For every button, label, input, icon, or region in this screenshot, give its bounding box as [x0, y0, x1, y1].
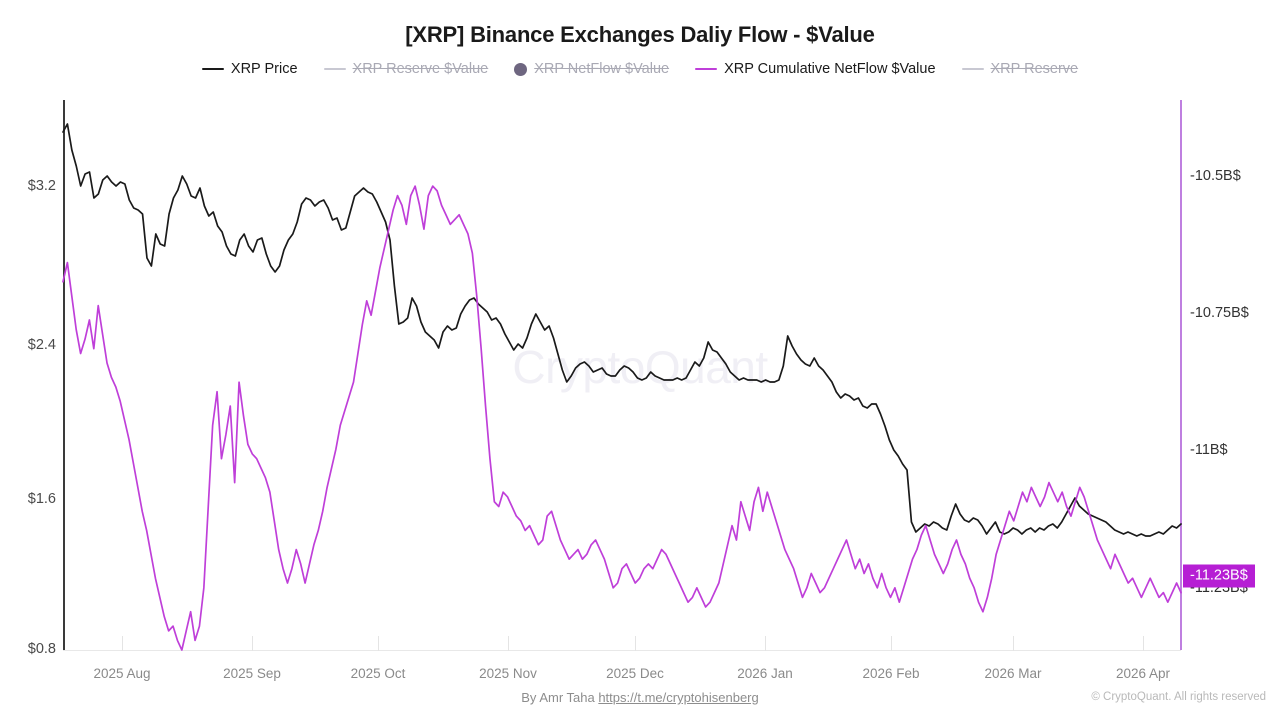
footer-author: By Amr Taha https://t.me/cryptohisenberg [0, 690, 1280, 705]
x-tick-label: 2026 Jan [737, 666, 793, 681]
legend-item-label: XRP Reserve [990, 61, 1079, 77]
series-line-1 [62, 185, 1182, 651]
current-value-badge: -11.23B$ [1183, 564, 1255, 588]
chart-legend: XRP Price XRP Reserve $Value XRP NetFlow $… [0, 61, 1280, 77]
x-gridline [252, 636, 253, 651]
y-right-tick-label: -11B$ [1190, 442, 1228, 458]
y-axis-right-line [1180, 100, 1183, 650]
y-axis-left-line [63, 100, 65, 650]
x-gridline [508, 636, 509, 651]
y-right-tick-label: -10.75B$ [1190, 305, 1249, 321]
legend-item-4[interactable]: XRP Reserve [961, 61, 1079, 77]
x-gridline [765, 636, 766, 651]
footer-author-text: By Amr Taha [521, 690, 599, 705]
x-gridline [378, 636, 379, 651]
y-right-tick-label: -10.5B$ [1190, 168, 1241, 184]
legend-item-2[interactable]: XRP NetFlow $Value [514, 61, 669, 77]
x-tick-label: 2026 Mar [984, 666, 1042, 681]
footer-author-link[interactable]: https://t.me/cryptohisenberg [598, 690, 759, 705]
legend-marker-dot-icon [514, 62, 528, 76]
x-tick-label: 2026 Apr [1115, 666, 1171, 681]
x-tick-label: 2025 Sep [223, 666, 281, 681]
legend-item-label: XRP NetFlow $Value [534, 61, 670, 77]
x-gridline [1143, 636, 1144, 651]
x-tick-label: 2025 Aug [93, 666, 151, 681]
x-gridline [891, 636, 892, 651]
x-tick-label: 2025 Nov [479, 666, 537, 681]
y-left-tick-label: $2.4 [27, 337, 56, 353]
legend-item-1[interactable]: XRP Reserve $Value [323, 61, 489, 77]
legend-marker-line-icon [695, 67, 718, 71]
legend-item-3[interactable]: XRP Cumulative NetFlow $Value [695, 61, 936, 77]
legend-item-0[interactable]: XRP Price [201, 61, 298, 77]
y-left-tick-label: $0.8 [27, 641, 56, 657]
x-axis-line [63, 650, 1181, 651]
legend-item-label: XRP Price [230, 61, 298, 77]
legend-marker-line-icon [961, 67, 984, 71]
y-left-tick-label: $1.6 [27, 491, 56, 507]
x-tick-label: 2025 Dec [606, 666, 664, 681]
legend-item-label: XRP Cumulative NetFlow $Value [724, 61, 936, 77]
legend-marker-line-icon [201, 67, 224, 71]
chart-plot [62, 123, 1182, 651]
legend-marker-line-icon [323, 67, 346, 71]
page-title: [XRP] Binance Exchanges Daliy Flow - $Va… [405, 22, 875, 47]
series-line-0 [62, 123, 1182, 537]
x-gridline [122, 636, 123, 651]
y-left-tick-label: $3.2 [27, 178, 56, 194]
y-axis-left-ticks: $3.2 $2.4 $1.6 $0.8 [0, 0, 56, 720]
x-tick-label: 2026 Feb [862, 666, 920, 681]
x-gridline [1013, 636, 1014, 651]
x-gridline [635, 636, 636, 651]
footer-copyright: © CryptoQuant. All rights reserved [1091, 691, 1266, 703]
x-tick-label: 2025 Oct [350, 666, 406, 681]
legend-item-label: XRP Reserve $Value [352, 61, 489, 77]
